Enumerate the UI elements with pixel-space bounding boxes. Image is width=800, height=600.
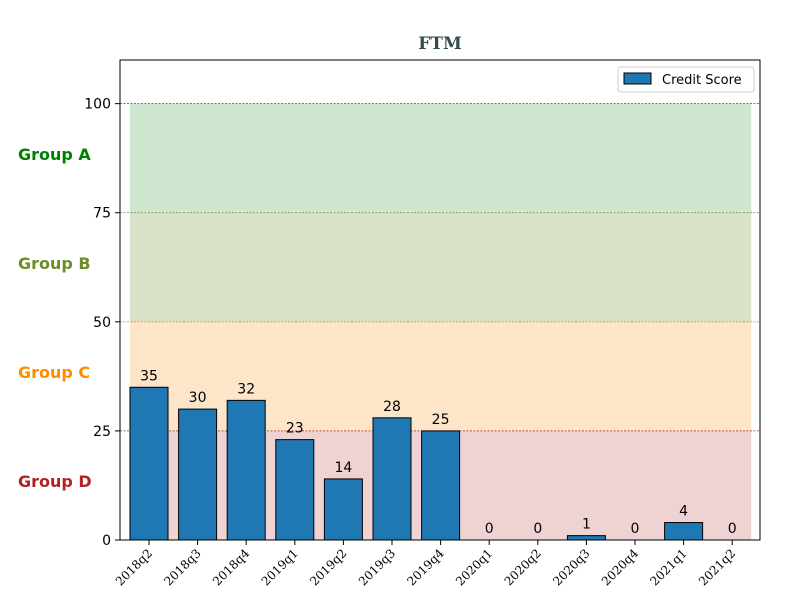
bar-2019q4 — [421, 430, 461, 541]
x-tick-label-2019q1: 2019q1 — [259, 546, 301, 588]
data-label-2021q2: 0 — [728, 521, 737, 537]
data-label-2018q4: 32 — [237, 381, 255, 397]
x-tick-label-2019q3: 2019q3 — [356, 546, 398, 588]
data-label-2019q4: 25 — [432, 412, 450, 428]
x-tick-label-2018q4: 2018q4 — [210, 546, 253, 589]
group-b-label: Group B — [18, 254, 91, 273]
x-tick-label-2020q4: 2020q4 — [599, 546, 642, 589]
x-tick-label-2019q2: 2019q2 — [307, 546, 349, 588]
data-label-2018q2: 35 — [140, 368, 158, 384]
plot-frame — [119, 59, 761, 541]
y-tick-label-25: 25 — [93, 424, 111, 440]
x-tick-label-2020q3: 2020q3 — [550, 546, 592, 588]
y-tick-label-75: 75 — [93, 206, 111, 222]
data-label-2020q2: 0 — [533, 521, 542, 537]
band-2 — [130, 212, 752, 322]
legend-label: Credit Score — [662, 73, 742, 88]
bar-2021q1 — [664, 522, 704, 541]
y-tick-label-50: 50 — [93, 315, 111, 331]
data-label-2019q1: 23 — [286, 421, 304, 437]
legend-swatch — [623, 72, 652, 85]
y-tick-label-100: 100 — [84, 97, 111, 113]
data-label-2018q3: 30 — [189, 390, 207, 406]
x-tick-label-2021q1: 2021q1 — [647, 546, 689, 588]
bar-2018q3 — [178, 408, 218, 541]
y-tick-label-0: 0 — [102, 533, 111, 549]
x-tick-label-2019q4: 2019q4 — [404, 546, 447, 589]
bar-2018q4 — [226, 399, 266, 541]
bar-2019q1 — [275, 439, 315, 541]
bar-2019q2 — [323, 478, 363, 541]
group-d-label: Group D — [18, 472, 92, 491]
x-tick-label-2020q2: 2020q2 — [502, 546, 544, 588]
x-tick-label-2021q2: 2021q2 — [696, 546, 738, 588]
legend-box — [617, 66, 755, 93]
bar-2018q2 — [129, 386, 169, 541]
x-tick-label-2020q1: 2020q1 — [453, 546, 495, 588]
data-label-2021q1: 4 — [679, 504, 688, 520]
x-tick-label-2018q3: 2018q3 — [161, 546, 203, 588]
group-a-label: Group A — [18, 145, 91, 164]
chart-title: FTM — [418, 34, 462, 54]
data-label-2019q2: 14 — [334, 460, 352, 476]
data-label-2019q3: 28 — [383, 399, 401, 415]
bar-2020q3 — [566, 535, 606, 541]
data-label-2020q3: 1 — [582, 517, 591, 533]
data-label-2020q1: 0 — [485, 521, 494, 537]
group-c-label: Group C — [18, 363, 91, 382]
x-tick-label-2018q2: 2018q2 — [113, 546, 155, 588]
bar-2019q3 — [372, 417, 412, 541]
band-1 — [130, 103, 752, 213]
data-label-2020q4: 0 — [631, 521, 640, 537]
